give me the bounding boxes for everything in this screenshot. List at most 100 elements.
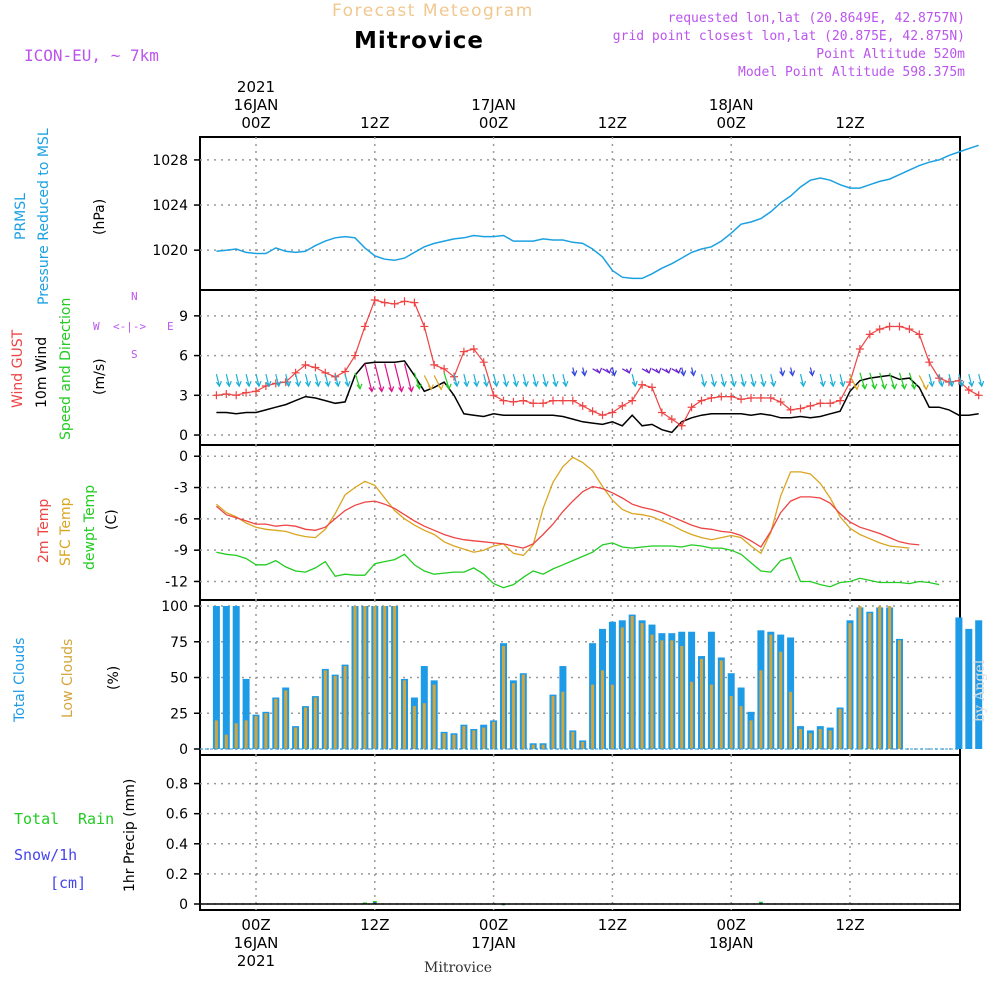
wind-arrow xyxy=(374,363,383,392)
series-2m-temp xyxy=(215,485,920,549)
bar-low-clouds xyxy=(363,606,367,749)
gust-point xyxy=(737,395,746,404)
gust-point xyxy=(687,403,696,412)
panel-frame-5 xyxy=(199,754,961,911)
bar-low-clouds xyxy=(818,728,822,749)
wind-arrowhead xyxy=(871,383,878,391)
bar-low-clouds xyxy=(779,651,783,749)
grid-point-coords: grid point closest lon,lat (20.875E, 42.… xyxy=(613,29,965,44)
gust-point xyxy=(281,378,290,387)
bar-snow xyxy=(373,901,376,904)
wind-arrow xyxy=(552,373,557,387)
bar-low-clouds xyxy=(333,676,337,749)
wind-arrowhead xyxy=(314,380,321,388)
wind-arrow xyxy=(958,373,963,387)
wind-arrowhead xyxy=(710,380,717,388)
wind-arrowhead xyxy=(922,384,929,391)
gust-point xyxy=(628,396,637,405)
bar-total-clouds xyxy=(212,606,220,749)
gust-point xyxy=(776,397,785,406)
wind-gust-label: Wind GUST xyxy=(10,329,26,408)
wind-arrowhead xyxy=(235,380,242,388)
temp-sfc-label: SFC Temp xyxy=(58,497,74,566)
gust-point xyxy=(232,391,241,400)
y-tick-label: 0.2 xyxy=(166,867,188,883)
bar-low-clouds xyxy=(739,706,743,749)
wind-arrowhead xyxy=(645,367,652,375)
gust-point xyxy=(598,411,607,420)
top-axis-date-label: 17JAN xyxy=(471,96,516,114)
precip-total-label: Total xyxy=(14,810,59,828)
wind-arrowhead xyxy=(901,383,908,391)
wind-arrow xyxy=(502,373,508,387)
wind-arrowhead xyxy=(295,380,302,388)
wind-arrowhead xyxy=(483,380,490,388)
bar-low-clouds xyxy=(561,691,565,749)
series-prmsl xyxy=(216,144,979,280)
bar-low-clouds xyxy=(304,707,307,749)
y-tick-label: 6 xyxy=(179,349,188,365)
bar-low-clouds xyxy=(898,640,901,749)
wind-arrowhead xyxy=(665,367,672,375)
wind-arrowhead xyxy=(881,383,888,391)
wind-arrow xyxy=(770,373,775,387)
bar-total-clouds xyxy=(242,678,250,749)
bar-low-clouds xyxy=(690,681,694,749)
wind-arrowhead xyxy=(493,380,500,388)
top-axis-time-label: 00Z xyxy=(241,114,270,132)
gust-point xyxy=(945,378,953,387)
y-tick-label: 100 xyxy=(161,599,188,615)
gust-point xyxy=(222,389,231,398)
gust-point xyxy=(885,322,894,331)
wind-arrowhead xyxy=(760,380,767,388)
bar-low-clouds xyxy=(482,727,486,749)
wind-arrowhead xyxy=(606,367,613,375)
gust-point xyxy=(964,386,973,395)
wind-arrow xyxy=(978,373,983,387)
wind-arrowhead xyxy=(829,380,836,388)
gust-point xyxy=(459,347,468,356)
bar-total-clouds xyxy=(222,606,230,749)
gust-point xyxy=(400,297,409,306)
bar-low-clouds xyxy=(700,658,703,749)
bar-low-clouds xyxy=(422,703,426,749)
y-tick-label: -6 xyxy=(174,512,188,528)
wind-arrow xyxy=(245,373,250,387)
gust-point xyxy=(747,393,755,402)
bar-low-clouds xyxy=(719,660,723,749)
y-tick-label: -3 xyxy=(174,481,188,497)
gust-point xyxy=(410,298,419,307)
top-axis-time-label: 00Z xyxy=(479,114,508,132)
gust-point xyxy=(806,401,815,410)
wind-arrowhead xyxy=(740,380,747,388)
y-tick-label: 0.6 xyxy=(166,807,188,823)
wind-arrowhead xyxy=(542,380,549,388)
bar-low-clouds xyxy=(294,727,298,749)
series-10m-wind xyxy=(216,360,979,434)
wind-arrow xyxy=(839,373,844,387)
compass-east: E xyxy=(167,320,174,333)
wind-arrow xyxy=(908,372,915,389)
gust-point xyxy=(905,325,914,334)
bar-low-clouds xyxy=(452,734,456,749)
bar-low-clouds xyxy=(353,606,357,749)
wind-arrow xyxy=(750,373,755,387)
wind-arrow xyxy=(493,373,498,387)
gust-point xyxy=(865,330,874,339)
bar-low-clouds xyxy=(502,646,505,749)
wind-arrow xyxy=(859,372,866,389)
gust-point xyxy=(796,404,805,413)
wind-arrowhead xyxy=(215,380,222,388)
wind-arrowhead xyxy=(463,380,470,388)
bar-low-clouds xyxy=(868,613,872,749)
bar-low-clouds xyxy=(630,616,634,749)
gust-point xyxy=(360,322,369,331)
gust-point xyxy=(568,396,577,405)
wind-arrow xyxy=(948,373,953,387)
gust-point xyxy=(657,408,666,417)
credit-watermark: by Angel xyxy=(972,659,988,722)
compass-arrows: <-|-> xyxy=(113,320,146,333)
wind-arrow xyxy=(403,363,413,392)
gust-point xyxy=(489,391,498,400)
